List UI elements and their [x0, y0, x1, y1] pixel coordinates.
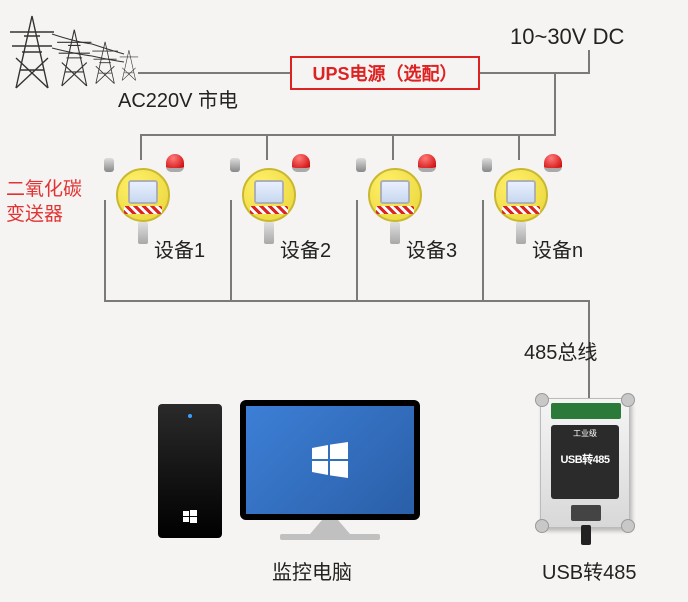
monitor-icon: [240, 400, 420, 540]
face-small-text: 工业级: [554, 428, 616, 439]
sensor-stem-icon: [516, 222, 526, 244]
sensor-stripe-icon: [502, 206, 540, 214]
ups-box: UPS电源（选配）: [290, 56, 480, 90]
device-3-label: 设备3: [406, 234, 457, 263]
monitor-panel: [240, 400, 420, 520]
usb485-label: USB转485: [542, 556, 637, 585]
windows-logo-icon: [183, 510, 197, 524]
sensor-stripe-icon: [376, 206, 414, 214]
dc-voltage-label: 10~30V DC: [510, 24, 624, 50]
sensor-beacon-icon: [292, 154, 310, 172]
mounting-ear-icon: [535, 393, 549, 407]
monitor-pc-label: 监控电脑: [272, 556, 352, 585]
sensor-device-3: [360, 156, 430, 246]
mounting-ear-icon: [621, 393, 635, 407]
pc-tower-icon: [158, 404, 222, 538]
face-big-text: USB转485: [554, 451, 616, 467]
sensor-device-n: [486, 156, 556, 246]
wire-sensorn-down: [482, 200, 484, 300]
mounting-ear-icon: [535, 519, 549, 533]
sensor-screen-icon: [254, 180, 284, 204]
sensor-probe-icon: [482, 158, 492, 172]
mounting-ear-icon: [621, 519, 635, 533]
sensor-beacon-icon: [418, 154, 436, 172]
device-n-label: 设备n: [532, 234, 583, 263]
usb-cable-icon: [581, 525, 591, 545]
wire-sensor3-down: [356, 200, 358, 300]
windows-logo-icon: [310, 440, 350, 480]
wire-sensor1-down: [104, 200, 106, 300]
sensor-stripe-icon: [124, 206, 162, 214]
device-1-label: 设备1: [154, 234, 205, 263]
sensor-device-1: [108, 156, 178, 246]
monitor-base: [280, 534, 380, 540]
wire-sensor2-down: [230, 200, 232, 300]
sensor-beacon-icon: [544, 154, 562, 172]
sensor-stem-icon: [264, 222, 274, 244]
sensor-beacon-icon: [166, 154, 184, 172]
sensor-probe-icon: [104, 158, 114, 172]
wire-485-bus: [104, 300, 590, 302]
device-2-label: 设备2: [280, 234, 331, 263]
sensor-device-2: [234, 156, 304, 246]
wire-ups-to-dc-right: [480, 72, 590, 74]
transmitter-label: 二氧化碳 变送器: [6, 178, 82, 227]
wire-top-to-devicebus: [554, 72, 556, 134]
terminal-block-icon: [551, 403, 621, 419]
transmitter-label-line1: 二氧化碳: [6, 178, 82, 203]
wire-ac-to-ups: [138, 72, 290, 74]
device-faceplate: 工业级 USB转485: [551, 425, 619, 499]
sensor-screen-icon: [128, 180, 158, 204]
usb-port-icon: [571, 505, 601, 521]
sensor-stem-icon: [390, 222, 400, 244]
sensor-screen-icon: [506, 180, 536, 204]
power-tower-icon: [6, 6, 146, 92]
monitor-stand: [310, 520, 350, 534]
usb-485-converter-icon: 工业级 USB转485: [540, 398, 630, 528]
monitor-screen: [246, 406, 414, 514]
wire-dc-down: [588, 50, 590, 72]
bus-485-label: 485总线: [524, 336, 597, 365]
wire-device-bus: [140, 134, 556, 136]
sensor-screen-icon: [380, 180, 410, 204]
sensor-probe-icon: [356, 158, 366, 172]
transmitter-label-line2: 变送器: [6, 203, 82, 228]
sensor-stripe-icon: [250, 206, 288, 214]
sensor-stem-icon: [138, 222, 148, 244]
sensor-probe-icon: [230, 158, 240, 172]
